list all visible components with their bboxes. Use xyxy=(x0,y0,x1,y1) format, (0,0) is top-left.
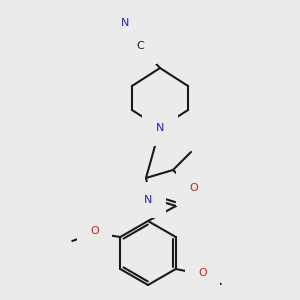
Text: N: N xyxy=(144,195,152,205)
Text: O: O xyxy=(198,268,207,278)
Text: C: C xyxy=(136,41,144,51)
Text: O: O xyxy=(190,183,198,193)
Text: O: O xyxy=(90,226,99,236)
Text: N: N xyxy=(121,18,129,28)
Text: N: N xyxy=(156,123,164,133)
